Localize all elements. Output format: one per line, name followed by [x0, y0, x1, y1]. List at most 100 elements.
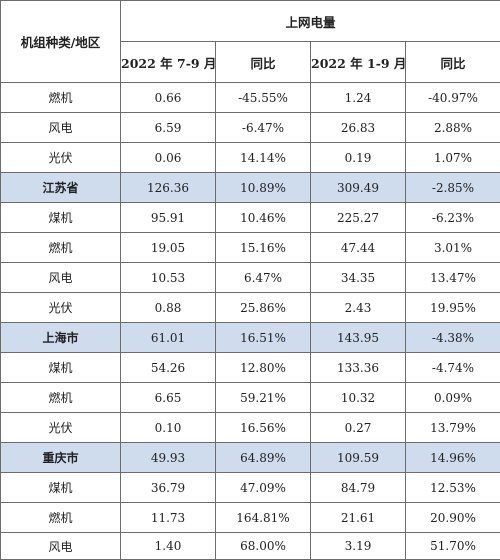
q3-output-cell: 11.73: [121, 503, 216, 533]
row-label-header: 机组种类/地区: [1, 1, 121, 83]
ytd-output-cell: 0.19: [311, 143, 406, 173]
q3-output-cell: 126.36: [121, 173, 216, 203]
q3-yoy-cell: 68.00%: [216, 533, 311, 560]
unit-type-label: 燃机: [1, 383, 121, 413]
q3-yoy-cell: -6.47%: [216, 113, 311, 143]
ytd-yoy-cell: 12.53%: [406, 473, 500, 503]
ytd-output-cell: 84.79: [311, 473, 406, 503]
ytd-output-cell: 2.43: [311, 293, 406, 323]
ytd-output-cell: 109.59: [311, 443, 406, 473]
ytd-yoy-cell: -4.74%: [406, 353, 500, 383]
q3-output-cell: 36.79: [121, 473, 216, 503]
ytd-yoy-cell: 19.95%: [406, 293, 500, 323]
q3-output-cell: 61.01: [121, 323, 216, 353]
ytd-output-cell: 309.49: [311, 173, 406, 203]
q3-yoy-cell: 16.51%: [216, 323, 311, 353]
ytd-output-cell: 47.44: [311, 233, 406, 263]
q3-output-cell: 95.91: [121, 203, 216, 233]
unit-type-label: 光伏: [1, 143, 121, 173]
ytd-output-cell: 133.36: [311, 353, 406, 383]
q3-yoy-cell: 10.46%: [216, 203, 311, 233]
q3-output-cell: 0.06: [121, 143, 216, 173]
ytd-output-cell: 1.24: [311, 83, 406, 113]
unit-type-label: 煤机: [1, 353, 121, 383]
header-row-1: 机组种类/地区 上网电量: [1, 1, 500, 42]
ytd-yoy-cell: 13.79%: [406, 413, 500, 443]
unit-type-label: 风电: [1, 533, 121, 560]
q3-output-cell: 19.05: [121, 233, 216, 263]
column-header-q3: 2022 年 7-9 月: [121, 42, 216, 83]
q3-yoy-cell: 59.21%: [216, 383, 311, 413]
q3-output-cell: 0.88: [121, 293, 216, 323]
q3-yoy-cell: -45.55%: [216, 83, 311, 113]
q3-yoy-cell: 16.56%: [216, 413, 311, 443]
ytd-output-cell: 0.27: [311, 413, 406, 443]
q3-output-cell: 54.26: [121, 353, 216, 383]
q3-yoy-cell: 10.89%: [216, 173, 311, 203]
ytd-yoy-cell: 14.96%: [406, 443, 500, 473]
ytd-yoy-cell: -6.23%: [406, 203, 500, 233]
ytd-yoy-cell: -2.85%: [406, 173, 500, 203]
q3-yoy-cell: 25.86%: [216, 293, 311, 323]
ytd-output-cell: 225.27: [311, 203, 406, 233]
region-label: 上海市: [1, 323, 121, 353]
ytd-yoy-cell: 13.47%: [406, 263, 500, 293]
unit-type-label: 燃机: [1, 503, 121, 533]
q3-yoy-cell: 12.80%: [216, 353, 311, 383]
q3-output-cell: 1.40: [121, 533, 216, 560]
ytd-yoy-cell: -40.97%: [406, 83, 500, 113]
ytd-output-cell: 143.95: [311, 323, 406, 353]
ytd-yoy-cell: 0.09%: [406, 383, 500, 413]
unit-type-label: 风电: [1, 263, 121, 293]
unit-type-label: 燃机: [1, 83, 121, 113]
unit-type-label: 煤机: [1, 473, 121, 503]
q3-output-cell: 10.53: [121, 263, 216, 293]
unit-type-label: 光伏: [1, 413, 121, 443]
unit-type-label: 光伏: [1, 293, 121, 323]
q3-output-cell: 0.10: [121, 413, 216, 443]
q3-output-cell: 49.93: [121, 443, 216, 473]
q3-output-cell: 0.66: [121, 83, 216, 113]
ytd-yoy-cell: 51.70%: [406, 533, 500, 560]
group-title-header: 上网电量: [121, 1, 500, 42]
q3-output-cell: 6.59: [121, 113, 216, 143]
region-label: 重庆市: [1, 443, 121, 473]
ytd-yoy-cell: 20.90%: [406, 503, 500, 533]
q3-yoy-cell: 164.81%: [216, 503, 311, 533]
ytd-yoy-cell: 1.07%: [406, 143, 500, 173]
ytd-yoy-cell: 3.01%: [406, 233, 500, 263]
unit-type-label: 煤机: [1, 203, 121, 233]
ytd-output-cell: 10.32: [311, 383, 406, 413]
q3-yoy-cell: 6.47%: [216, 263, 311, 293]
q3-yoy-cell: 14.14%: [216, 143, 311, 173]
q3-yoy-cell: 15.16%: [216, 233, 311, 263]
ytd-output-cell: 21.61: [311, 503, 406, 533]
column-header-q3-yoy: 同比: [216, 42, 311, 83]
region-label: 江苏省: [1, 173, 121, 203]
unit-type-label: 燃机: [1, 233, 121, 263]
unit-type-label: 风电: [1, 113, 121, 143]
q3-yoy-cell: 64.89%: [216, 443, 311, 473]
ytd-output-cell: 26.83: [311, 113, 406, 143]
q3-yoy-cell: 47.09%: [216, 473, 311, 503]
column-header-ytd-yoy: 同比: [406, 42, 500, 83]
ytd-output-cell: 3.19: [311, 533, 406, 560]
ytd-yoy-cell: -4.38%: [406, 323, 500, 353]
ytd-yoy-cell: 2.88%: [406, 113, 500, 143]
q3-output-cell: 6.65: [121, 383, 216, 413]
